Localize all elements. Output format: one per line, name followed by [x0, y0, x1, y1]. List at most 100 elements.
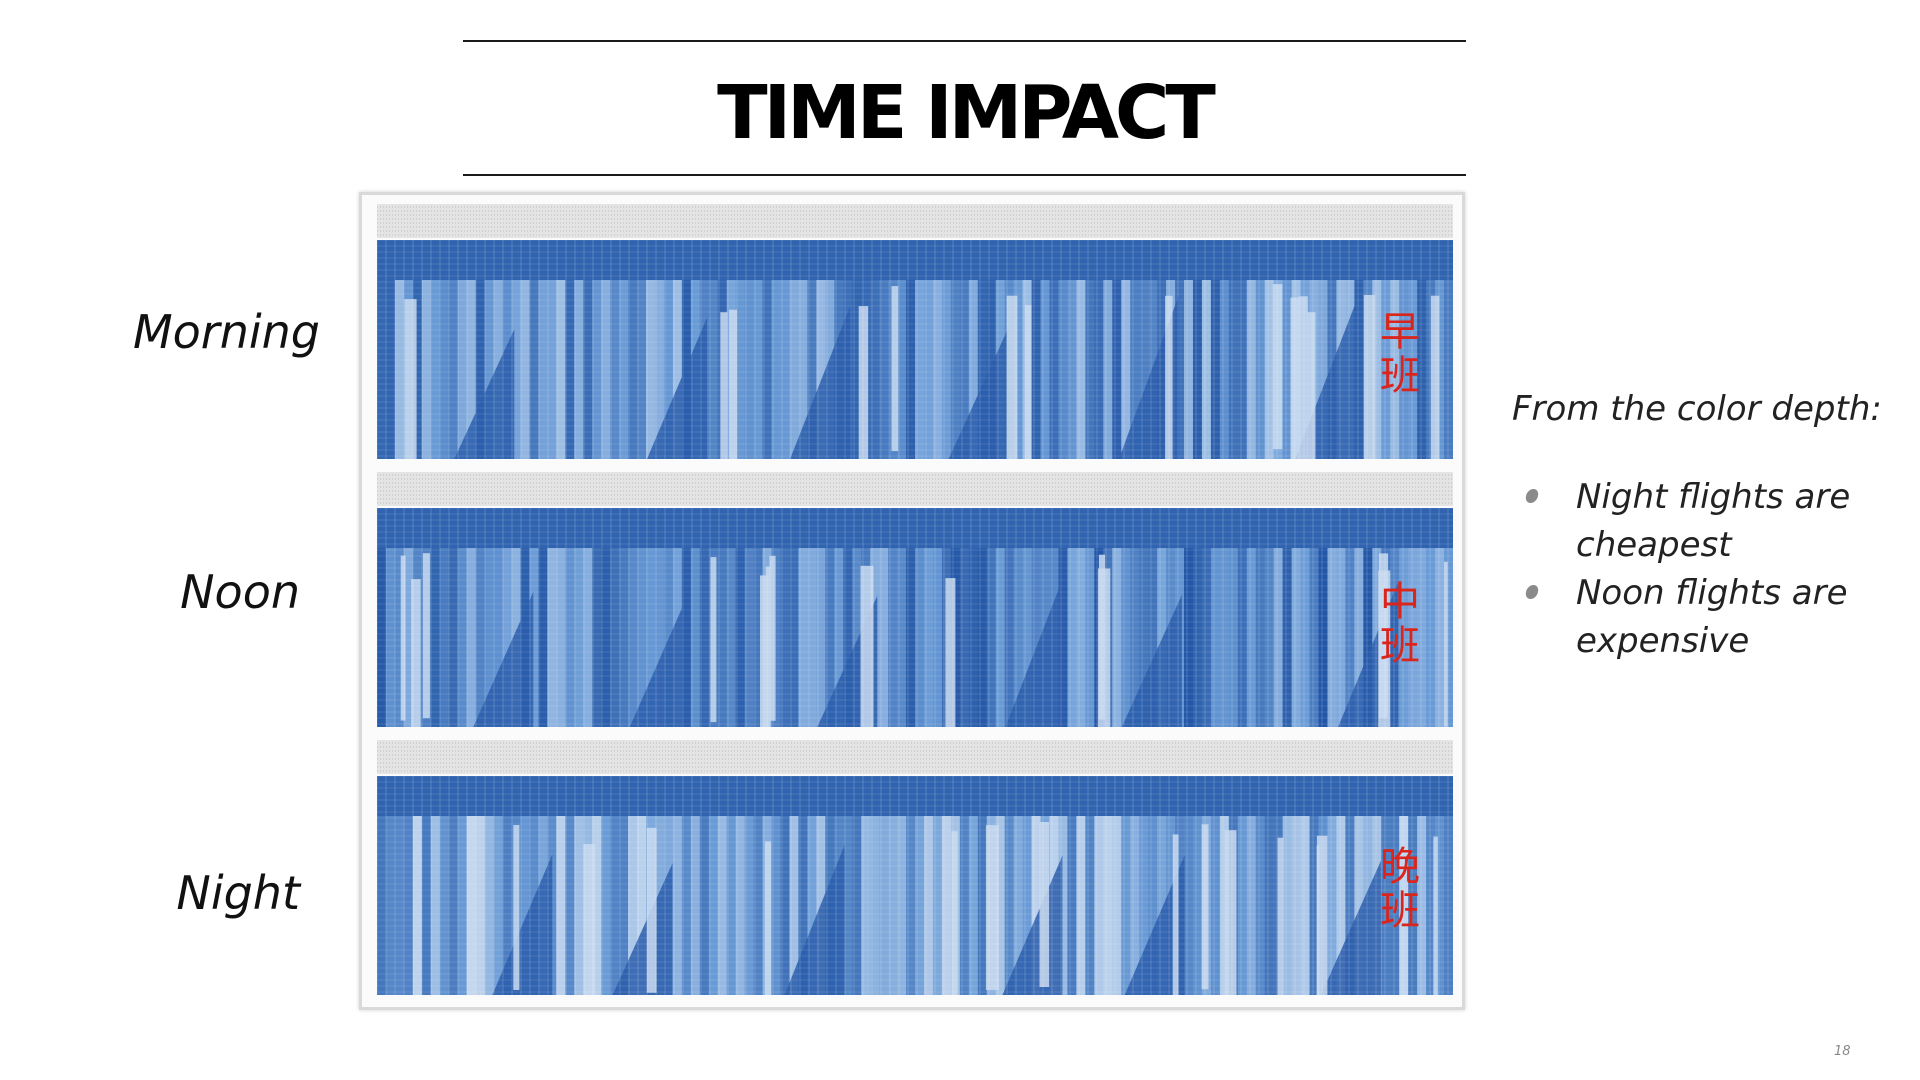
heatmap-column [1264, 548, 1275, 727]
heatmap-diagonal [1124, 855, 1185, 995]
heatmap-column [1175, 280, 1185, 459]
heatmap-column [1192, 816, 1203, 995]
heatmap-column [717, 548, 728, 727]
heatmap-column [1372, 280, 1382, 459]
heatmap-column [1390, 280, 1400, 459]
heatmap-column [547, 280, 557, 459]
heatmap-streak [1006, 295, 1018, 459]
heatmap-streak [1307, 312, 1316, 459]
heatmap-column [1031, 816, 1041, 995]
heatmap-column [1300, 548, 1310, 727]
heatmap-column [475, 280, 485, 459]
heatmap-column [1246, 816, 1257, 995]
heatmap-column [1327, 816, 1337, 995]
heatmap-morning [377, 204, 1453, 459]
heatmap-column [995, 816, 1006, 995]
heatmap-column [412, 816, 423, 995]
heatmap-column [852, 816, 862, 995]
heatmap-column [816, 280, 826, 459]
heatmap-column [1157, 816, 1167, 995]
heatmap-column [753, 280, 763, 459]
heatmap-column [1130, 280, 1140, 459]
heatmap-header-band [377, 472, 1453, 506]
heatmap-column [735, 280, 746, 459]
heatmap-column [421, 280, 432, 459]
heatmap-column [1255, 548, 1266, 727]
heatmap-column [1318, 280, 1328, 459]
heatmap-column [394, 548, 405, 727]
heatmap-column [1444, 816, 1453, 995]
heatmap-column [1309, 816, 1319, 995]
heatmap-column [959, 548, 970, 727]
heatmap-column [1076, 816, 1086, 995]
heatmap-streak [760, 575, 769, 727]
heatmap-column [1264, 280, 1275, 459]
heatmap-column [977, 816, 988, 995]
heatmap-column [762, 280, 772, 459]
heatmap-column [735, 816, 746, 995]
heatmap-column [1112, 816, 1122, 995]
heatmap-column [1399, 816, 1409, 995]
heatmap-column [457, 816, 468, 995]
heatmap-column [897, 816, 907, 995]
heatmap-column [1309, 548, 1319, 727]
heatmap-column [394, 816, 405, 995]
heatmap-column [906, 548, 916, 727]
heatmap-column [906, 280, 916, 459]
heatmap-column [1408, 280, 1418, 459]
heatmap-column [1139, 280, 1149, 459]
heatmap-column [672, 280, 683, 459]
heatmap-streak [513, 825, 520, 990]
heatmap-column [726, 816, 737, 995]
heatmap-column [601, 548, 611, 727]
heatmap-column [789, 280, 799, 459]
heatmap-column [1210, 280, 1221, 459]
heatmap-column [771, 280, 781, 459]
heatmap-column [421, 816, 432, 995]
heatmap-diagonal [612, 863, 673, 995]
heatmap-column [1076, 548, 1086, 727]
tag-night-text: 晚班 [1380, 844, 1420, 934]
heatmap-streak [1039, 822, 1050, 987]
heatmap-column [1237, 548, 1248, 727]
title-top-rule [463, 40, 1466, 42]
heatmap-column [744, 280, 754, 459]
heatmap-column [798, 548, 808, 727]
heatmap-column [1255, 280, 1266, 459]
slide-title: TIME IMPACT [717, 70, 1216, 156]
heatmap-column [403, 816, 414, 995]
heatmap-column [1058, 280, 1068, 459]
heatmap-column [870, 816, 880, 995]
heatmap-column [672, 816, 683, 995]
heatmap-diagonal [1118, 294, 1179, 459]
heatmap-column [923, 816, 934, 995]
heatmap-column [1237, 816, 1248, 995]
heatmap-column [950, 548, 961, 727]
heatmap-column [439, 816, 450, 995]
heatmap-column [879, 816, 889, 995]
heatmap-column [385, 548, 396, 727]
heatmap-column [1201, 548, 1212, 727]
heatmap-top-band [377, 240, 1453, 280]
heatmap-column [1103, 816, 1113, 995]
heatmap-column [1184, 548, 1194, 727]
heatmap-column [1264, 816, 1275, 995]
heatmap-column [610, 548, 620, 727]
heatmap-column [448, 280, 459, 459]
heatmap-column [932, 280, 943, 459]
heatmap-column [1417, 280, 1427, 459]
heatmap-column [699, 816, 710, 995]
heatmap-column [726, 548, 737, 727]
heatmap-column [619, 280, 629, 459]
heatmap-streak [1025, 305, 1032, 459]
heatmap-column [968, 816, 979, 995]
heatmap-top-band [377, 776, 1453, 816]
heatmap-column [1067, 548, 1077, 727]
heatmap-column [430, 548, 441, 727]
heatmap-column [1192, 548, 1203, 727]
heatmap-column [377, 280, 387, 459]
heatmap-column [1219, 280, 1230, 459]
heatmap-column [1085, 816, 1095, 995]
heatmap-column [601, 280, 611, 459]
heatmap-column [1148, 548, 1158, 727]
